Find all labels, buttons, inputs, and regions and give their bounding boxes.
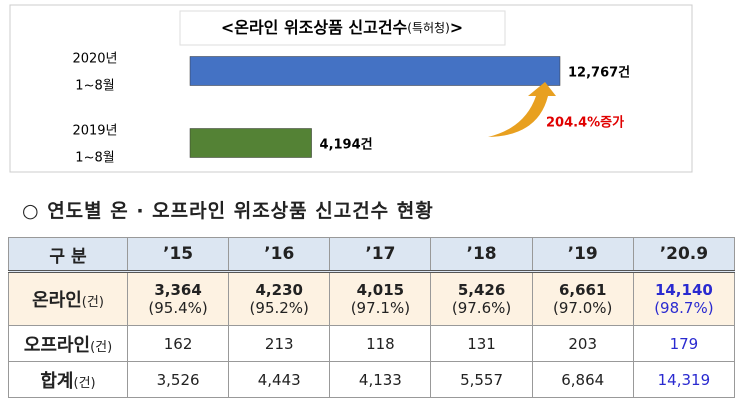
header-cell: ’20.9 bbox=[632, 237, 736, 273]
row-unit: (건) bbox=[81, 295, 104, 310]
chart: <온라인 위조상품 신고건수(특허청)> 2020년 1~8월 12,767건 201… bbox=[9, 4, 693, 173]
row-label: 온라인(건) bbox=[8, 271, 128, 326]
header-cell: ’17 bbox=[329, 237, 432, 273]
table-cell: 5,557 bbox=[430, 361, 533, 398]
cell-count: 3,364 bbox=[154, 281, 202, 299]
table-cell: 4,133 bbox=[329, 361, 432, 398]
table-cell: 4,443 bbox=[228, 361, 331, 398]
cell-share: (95.4%) bbox=[148, 299, 208, 317]
row-label-text: 합계 bbox=[40, 370, 74, 392]
cell-share: (97.6%) bbox=[451, 299, 512, 317]
cell-count: 3,526 bbox=[156, 370, 200, 389]
cell-count: 4,133 bbox=[358, 370, 402, 389]
title-main: <온라인 위조상품 신고건수 bbox=[221, 18, 408, 37]
cell-count: 118 bbox=[366, 334, 395, 353]
cell-share: (97.0%) bbox=[553, 299, 613, 317]
row-label-text: 온라인 bbox=[32, 290, 82, 311]
cell-share: (95.2%) bbox=[249, 299, 309, 317]
cell-count: 14,140 bbox=[654, 281, 713, 299]
table-row: 온라인(건) 3,364 (95.4%) 4,230 (95.2%) 4,015 (97.1… bbox=[8, 271, 736, 326]
table-cell: 5,426 (97.6%) bbox=[430, 271, 533, 326]
title-box bbox=[179, 10, 506, 46]
cell-count: 131 bbox=[467, 334, 496, 353]
cell-count: 6,661 bbox=[558, 281, 607, 299]
category-note: 1~8월 bbox=[75, 79, 114, 94]
table-cell: 213 bbox=[228, 325, 331, 362]
header-cell: ’19 bbox=[531, 237, 634, 273]
bar bbox=[189, 128, 312, 158]
cell-count: 6,864 bbox=[561, 370, 605, 389]
table-cell: 6,864 bbox=[531, 361, 634, 398]
table-cell: 131 bbox=[430, 325, 533, 362]
growth-arrow bbox=[488, 82, 556, 137]
header-cell: ’16 bbox=[228, 237, 331, 273]
row-label: 합계(건) bbox=[8, 361, 128, 398]
category-note: 1~8월 bbox=[75, 151, 114, 166]
table-cell: 3,526 bbox=[126, 361, 230, 398]
header-cell: 구 분 bbox=[8, 237, 128, 273]
table-cell: 4,015 (97.1%) bbox=[329, 271, 432, 326]
cell-share: (98.7%) bbox=[654, 299, 714, 317]
cell-count: 5,426 bbox=[457, 281, 506, 299]
value-label: 12,767건 bbox=[568, 65, 630, 81]
cell-count: 162 bbox=[163, 334, 193, 353]
header-row: 구 분 ’15’16’17’18’19’20.9 bbox=[8, 237, 736, 273]
cell-share: (97.1%) bbox=[350, 299, 411, 317]
header-cell: ’18 bbox=[430, 237, 533, 273]
title-end: > bbox=[450, 18, 463, 37]
row-label: 오프라인(건) bbox=[8, 325, 128, 362]
bar bbox=[189, 56, 561, 86]
table-cell: 4,230 (95.2%) bbox=[228, 271, 331, 326]
cell-count: 4,015 bbox=[356, 281, 405, 299]
row-unit: (건) bbox=[90, 339, 113, 355]
table-cell: 6,661 (97.0%) bbox=[531, 271, 634, 326]
value-label: 4,194건 bbox=[320, 137, 373, 153]
table-row: 합계(건) 3,526 4,443 4,133 5,557 6,864 14,319 bbox=[8, 361, 736, 398]
chart-title: <온라인 위조상품 신고건수(특허청)> bbox=[221, 18, 463, 37]
cell-count: 213 bbox=[264, 334, 294, 353]
row-unit: (건) bbox=[73, 375, 96, 391]
cell-count: 14,319 bbox=[657, 370, 711, 389]
table-cell: 162 bbox=[126, 325, 230, 362]
section-title: ○ 연도별 온 · 오프라인 위조상품 신고건수 현황 bbox=[22, 200, 434, 222]
table-cell: 203 bbox=[531, 325, 634, 362]
cell-count: 179 bbox=[669, 334, 699, 353]
table: 구 분 ’15’16’17’18’19’20.9 온라인(건) 3,364 (95.4%… bbox=[8, 237, 736, 398]
table-cell: 179 bbox=[632, 325, 736, 362]
cell-count: 203 bbox=[568, 334, 598, 353]
cell-count: 4,230 bbox=[255, 281, 303, 299]
annotation: 204.4%증가 bbox=[546, 116, 624, 131]
title-note: (특허청) bbox=[407, 21, 449, 35]
header-cell: ’15 bbox=[126, 237, 230, 273]
category-label: 2019년 bbox=[72, 124, 117, 139]
row-label-text: 오프라인 bbox=[23, 334, 91, 356]
cell-count: 5,557 bbox=[460, 370, 504, 389]
category-label: 2020년 bbox=[72, 52, 117, 67]
table-cell: 14,319 bbox=[632, 361, 736, 398]
table-cell: 118 bbox=[329, 325, 432, 362]
table-cell: 14,140 (98.7%) bbox=[632, 271, 736, 326]
table-cell: 3,364 (95.4%) bbox=[126, 271, 230, 326]
table-row: 오프라인(건) 162 213 118 131 203 179 bbox=[8, 325, 736, 362]
cell-count: 4,443 bbox=[257, 370, 301, 389]
